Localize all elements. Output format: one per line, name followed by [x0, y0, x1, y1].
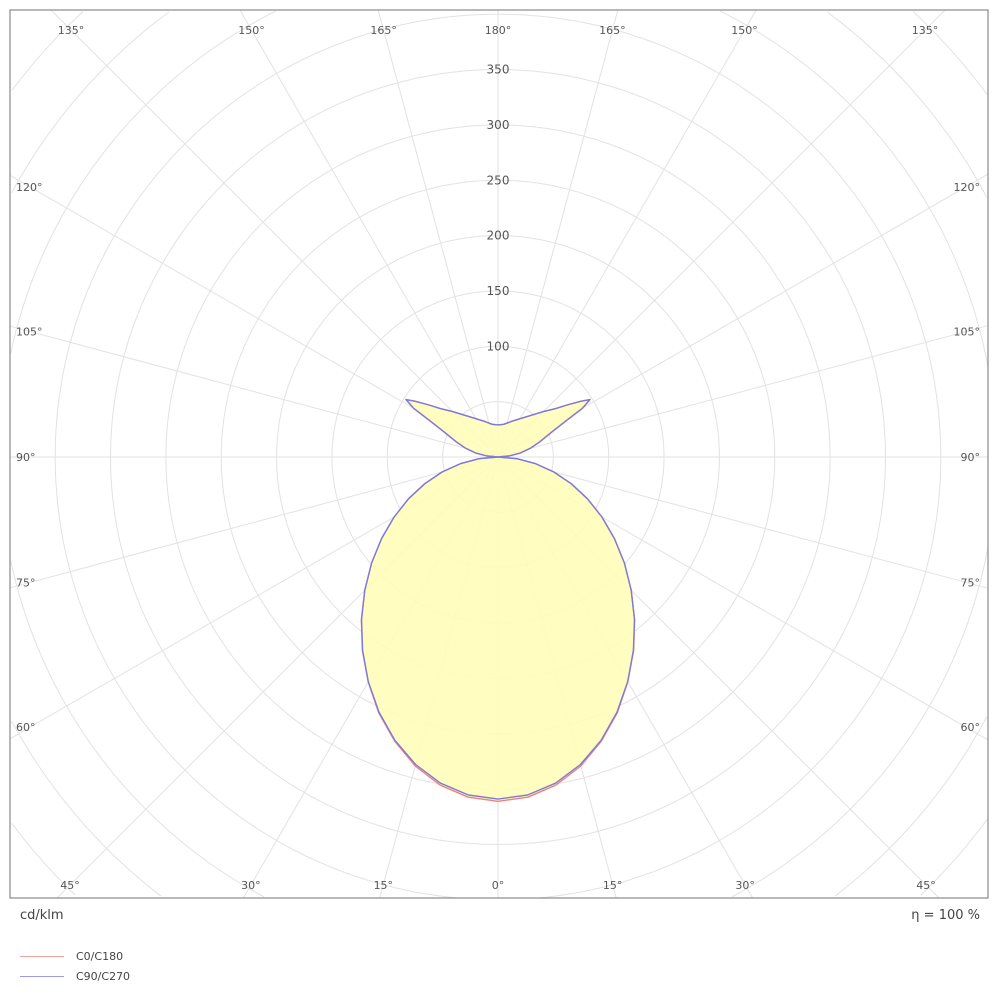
legend-label-c0: C0/C180: [76, 949, 124, 963]
radial-tick-label: 300: [487, 118, 510, 132]
efficiency-label: η = 100 %: [911, 908, 980, 923]
angle-label-side: 60°: [961, 721, 981, 734]
grid-circle: [54, 13, 942, 899]
angle-label-top: 150°: [238, 24, 265, 37]
grid-spoke: [9, 456, 499, 589]
angle-label-side: 90°: [961, 451, 981, 464]
plot-frame: [9, 9, 989, 899]
grid-spoke: [9, 325, 499, 458]
series-curve-c90-c270: [360, 398, 636, 800]
angle-label-bottom: 45°: [60, 879, 80, 892]
intensity-curves: [360, 398, 636, 802]
angle-label-side: 120°: [954, 181, 981, 194]
radial-tick-label: 350: [487, 63, 510, 77]
grid-circle: [10, 10, 989, 898]
angle-label-top: 180°: [485, 24, 512, 37]
radial-tick-label: 200: [487, 229, 510, 243]
angle-label-bottom: 0°: [492, 879, 505, 892]
angle-label-top: 165°: [370, 24, 397, 37]
grid-spoke: [497, 456, 989, 589]
grid-circle: [11, 11, 988, 897]
angle-label-side: 90°: [16, 451, 36, 464]
angle-label-bottom: 30°: [735, 879, 755, 892]
polar-grid: [9, 9, 989, 899]
grid-spoke: [497, 9, 946, 458]
angle-label-side: 75°: [961, 576, 981, 589]
grid-spoke: [497, 9, 757, 458]
angle-label-side: 120°: [16, 181, 43, 194]
radial-tick-label: 150: [487, 284, 510, 298]
angle-label-top: 135°: [58, 24, 85, 37]
legend: C0/C180 C90/C270: [20, 946, 130, 986]
angle-label-bottom: 15°: [603, 879, 623, 892]
angle-label-top: 135°: [912, 24, 939, 37]
legend-swatch-c90: [20, 975, 64, 977]
series-curve-c0-c180: [360, 398, 636, 802]
grid-circle: [11, 11, 988, 896]
legend-label-c90: C90/C270: [76, 969, 131, 983]
angle-label-side: 75°: [16, 576, 36, 589]
angle-label-side: 105°: [16, 326, 43, 339]
unit-label: cd/klm: [20, 908, 64, 923]
angle-label-top: 150°: [731, 24, 758, 37]
grid-spoke: [239, 9, 499, 458]
legend-item-c0: C0/C180: [20, 946, 130, 966]
legend-item-c90: C90/C270: [20, 966, 130, 986]
radial-tick-label: 100: [487, 339, 510, 353]
angle-label-bottom: 30°: [241, 879, 261, 892]
legend-swatch-c0: [20, 955, 64, 957]
axis-labels: 100 150 200 250 300 350 135° 150° 165° 180° 165° 15…: [16, 24, 980, 892]
grid-spoke: [377, 9, 499, 458]
angle-label-top: 165°: [599, 24, 626, 37]
grid-spoke: [50, 9, 499, 458]
angle-label-bottom: 45°: [916, 879, 936, 892]
radial-tick-label: 250: [487, 173, 510, 187]
angle-label-bottom: 15°: [374, 879, 394, 892]
angle-label-side: 60°: [16, 721, 36, 734]
grid-spoke: [497, 325, 989, 458]
grid-spoke: [497, 9, 619, 458]
angle-label-side: 105°: [954, 326, 981, 339]
